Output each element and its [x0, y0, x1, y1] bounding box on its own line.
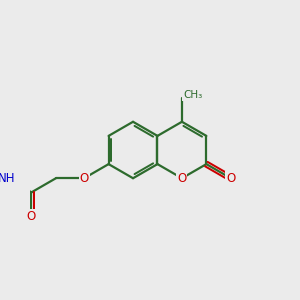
Text: O: O	[80, 172, 89, 185]
Text: NH: NH	[0, 172, 16, 185]
Text: O: O	[177, 172, 187, 185]
Text: O: O	[226, 172, 236, 185]
Text: O: O	[27, 210, 36, 223]
Text: CH₃: CH₃	[183, 90, 202, 100]
